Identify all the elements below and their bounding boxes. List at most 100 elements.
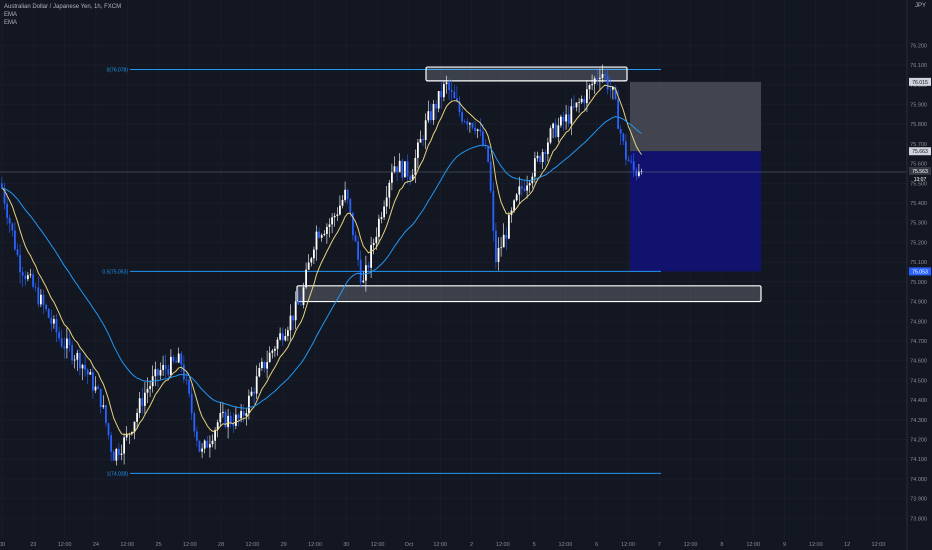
candle-body: [601, 74, 604, 78]
candle-body: [99, 388, 102, 408]
candle-body: [229, 415, 232, 424]
candle-body: [305, 269, 307, 288]
take-profit-zone: [630, 151, 761, 272]
candle-body: [11, 223, 14, 231]
candle-body: [502, 234, 505, 248]
candle-body: [73, 359, 76, 361]
candle-body: [263, 361, 266, 369]
candle-body: [58, 332, 60, 339]
candle-body: [375, 236, 378, 244]
candle-body: [625, 141, 627, 160]
candle-body: [81, 364, 84, 369]
candle-body: [388, 182, 391, 198]
time-tick-label: 25: [155, 542, 161, 548]
time-tick-label: 30: [343, 542, 349, 548]
time-axis[interactable]: 00 23 12:00 24 12:00 25 12:00 28 12:00 29 12:00 30 1…: [0, 542, 885, 548]
candle-body: [489, 161, 492, 191]
candle-body: [471, 123, 474, 128]
candle-body: [112, 451, 115, 461]
candle-body: [203, 440, 206, 449]
price-tick-label: 74.400: [910, 398, 927, 404]
candle-body: [167, 369, 170, 375]
candle-body: [588, 85, 591, 90]
candle-body: [378, 218, 380, 237]
candle-body: [240, 411, 242, 419]
candle-body: [466, 121, 469, 125]
candle-body: [175, 361, 177, 363]
candle-body: [172, 356, 175, 362]
time-tick-label: 12: [844, 542, 850, 548]
candle-body: [612, 87, 614, 90]
candle-body: [427, 111, 430, 121]
candle-body: [604, 74, 606, 76]
candle-body: [398, 160, 401, 173]
candle-body: [94, 386, 97, 391]
candle-body: [206, 440, 209, 448]
candle-body: [40, 294, 42, 305]
candle-body: [274, 348, 276, 351]
candle-body: [123, 437, 125, 454]
price-labels: 76.015 75.663 75.563 13:07 75.053: [909, 77, 931, 276]
price-tick-label: 75.000: [910, 280, 927, 286]
candle-body: [60, 338, 63, 347]
ema-fast-line: [1, 84, 642, 436]
candle-body: [583, 98, 586, 104]
candle-body: [97, 386, 99, 389]
price-tick-label: 75.600: [910, 162, 927, 168]
candle-body: [310, 258, 313, 263]
symbol-title[interactable]: Australian Dollar / Japanese Yen, 1h, FX…: [4, 4, 122, 10]
time-tick-label: 12:00: [433, 542, 447, 548]
price-tick-label: 74.800: [910, 319, 927, 325]
price-axis[interactable]: 76.20076.10076.00075.90075.80075.70075.6…: [906, 0, 927, 550]
candle-body: [383, 206, 385, 218]
candle-body: [391, 172, 393, 183]
fib-label: 0.5(75.053): [102, 269, 128, 275]
candle-body: [258, 368, 261, 377]
candle-body: [393, 166, 396, 173]
candle-body: [474, 127, 476, 131]
candle-body: [185, 379, 188, 381]
candle-body: [300, 304, 302, 306]
time-tick-label: 28: [218, 542, 224, 548]
candle-body: [276, 339, 279, 349]
candle-body: [349, 198, 352, 213]
ema-indicator-1[interactable]: EMA: [4, 12, 18, 18]
candle-body: [336, 214, 339, 216]
candle-body: [237, 414, 240, 419]
time-tick-label: 12:00: [496, 542, 510, 548]
candle-body: [401, 160, 404, 178]
demand-zone: [296, 285, 762, 303]
stop-price-tag-bg: [909, 77, 931, 86]
candle-body: [146, 388, 149, 393]
candle-body: [565, 114, 567, 122]
candle-body: [458, 101, 461, 113]
candle-body: [367, 265, 370, 268]
candle-body: [560, 116, 562, 126]
candle-body: [365, 265, 367, 281]
candle-body: [482, 131, 484, 146]
time-tick-label: 12:00: [183, 542, 197, 548]
candle-body: [430, 111, 432, 121]
candle-body: [24, 275, 27, 280]
candle-body: [515, 194, 518, 201]
time-tick-label: 12:00: [559, 542, 573, 548]
candle-body: [557, 125, 560, 137]
candle-body: [209, 444, 211, 448]
time-tick-label: 12:00: [371, 542, 385, 548]
candle-body: [521, 186, 523, 189]
candle-body: [450, 90, 453, 92]
candle-body: [492, 190, 495, 231]
candle-body: [339, 205, 341, 215]
time-tick-label: 12:00: [58, 542, 72, 548]
candle-body: [630, 161, 632, 162]
ema-indicator-2[interactable]: EMA: [4, 20, 18, 26]
candle-body: [440, 91, 443, 98]
candle-body: [34, 286, 37, 288]
candle-body: [354, 235, 357, 242]
candle-body: [157, 369, 159, 376]
candle-body: [544, 152, 547, 154]
candle-body: [211, 440, 214, 445]
candle-body: [352, 212, 354, 236]
candle-body: [508, 214, 510, 239]
